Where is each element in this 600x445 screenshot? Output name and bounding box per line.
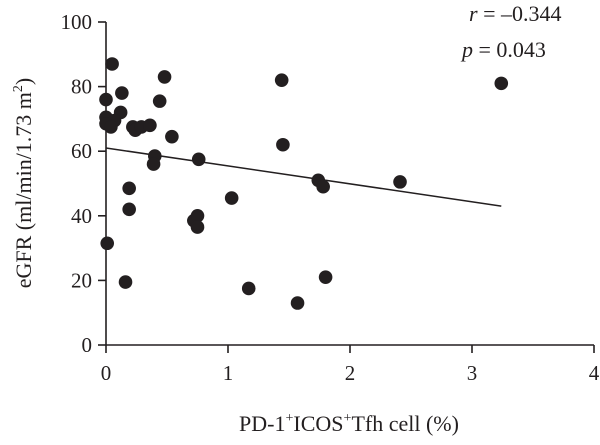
x-axis-title-sup2: +	[344, 411, 352, 426]
y-tick-label-5: 100	[61, 10, 93, 34]
y-tick-label-1: 20	[71, 268, 92, 292]
x-tick-label-2: 2	[345, 361, 356, 385]
data-point-34	[494, 76, 509, 91]
data-point-16	[146, 157, 161, 171]
x-axis-title-base: PD-1	[239, 411, 285, 436]
x-tick-label-3: 3	[467, 361, 478, 385]
x-tick-label-0: 0	[101, 361, 112, 385]
p-annotation: p = 0.043	[460, 37, 546, 62]
data-point-28	[276, 137, 290, 152]
data-points	[99, 57, 509, 310]
p-value: = 0.043	[473, 37, 546, 62]
data-point-19	[122, 202, 136, 217]
y-tick-label-3: 60	[71, 139, 92, 163]
ticks	[98, 21, 595, 353]
data-point-22	[190, 220, 205, 234]
data-point-4	[152, 94, 167, 108]
y-tick-label-2: 40	[71, 204, 92, 228]
x-axis-title-mid: ICOS	[293, 411, 343, 436]
x-axis-title-sup1: +	[286, 411, 294, 426]
data-point-13	[143, 118, 157, 133]
x-axis-title-tail: Tfh cell (%)	[351, 411, 459, 436]
data-point-27	[274, 73, 289, 87]
r-symbol: r	[469, 1, 478, 26]
data-point-33	[393, 175, 407, 189]
data-point-26	[241, 281, 256, 296]
data-point-3	[157, 70, 172, 84]
x-tick-label-1: 1	[223, 361, 234, 385]
data-point-23	[224, 191, 239, 205]
data-point-1	[99, 92, 113, 107]
y-axis-title: eGFR (ml/min/1.73 m2)	[11, 78, 36, 289]
data-point-24	[100, 236, 115, 251]
data-point-21	[190, 209, 205, 223]
data-point-17	[191, 152, 206, 167]
r-annotation: r = –0.344	[469, 1, 561, 26]
data-point-2	[115, 86, 129, 100]
y-axis-title-main: eGFR (ml/min/1.73 m	[11, 92, 36, 288]
y-tick-label-4: 80	[71, 75, 92, 99]
data-point-9	[104, 120, 118, 134]
data-point-14	[165, 129, 179, 144]
data-point-0	[105, 57, 119, 71]
x-tick-label-4: 4	[589, 361, 600, 385]
data-point-32	[290, 296, 305, 310]
y-axis-title-sup: 2	[11, 85, 26, 92]
data-point-30	[316, 179, 330, 194]
y-tick-label-0: 0	[82, 333, 93, 357]
x-axis-title: PD-1+ICOS+Tfh cell (%)	[239, 411, 459, 436]
p-symbol: p	[460, 37, 473, 62]
data-point-31	[318, 270, 333, 284]
data-point-18	[122, 181, 136, 196]
y-axis-title-close: )	[11, 78, 36, 85]
r-value: = –0.344	[478, 1, 562, 26]
regression-line	[105, 147, 502, 207]
data-point-25	[118, 275, 133, 289]
